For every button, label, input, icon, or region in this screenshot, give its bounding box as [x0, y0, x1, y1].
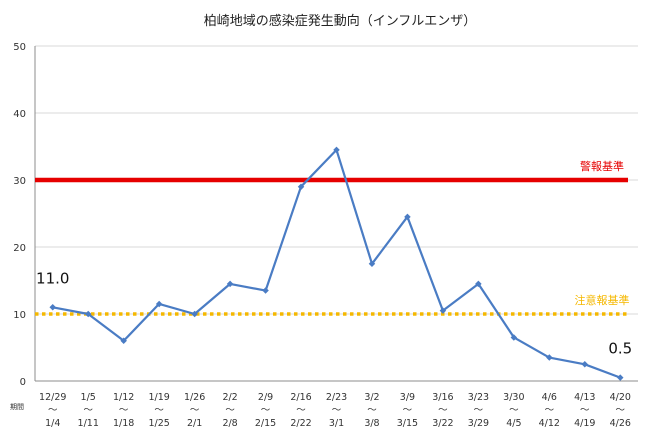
x-tick-label: 1/25: [148, 418, 169, 429]
data-point: [510, 334, 518, 341]
x-tick-label: 2/23: [326, 392, 347, 403]
y-tick-label: 20: [13, 243, 26, 254]
data-point: [581, 360, 589, 368]
x-tick-label: ～: [225, 405, 235, 416]
x-tick-label: ～: [438, 405, 448, 416]
x-tick-label: 4/20: [610, 392, 631, 403]
x-tick-label: 3/8: [364, 418, 379, 429]
x-tick-label: 1/4: [45, 418, 60, 429]
data-label: 0.5: [608, 340, 632, 358]
data-point: [475, 280, 482, 288]
data-point: [617, 374, 624, 381]
x-tick-label: 4/19: [574, 418, 595, 429]
reference-line-label: 警報基準: [580, 159, 624, 173]
data-point: [155, 300, 163, 308]
x-tick-label: 1/11: [78, 418, 99, 429]
x-tick-label: 3/15: [397, 418, 418, 429]
x-tick-label: ～: [367, 405, 377, 416]
series-line: [52, 148, 621, 379]
x-tick-label: ～: [580, 405, 590, 416]
data-point: [191, 310, 198, 318]
axes: [34, 46, 638, 382]
x-tick-label: 1/12: [113, 392, 134, 403]
x-tick-label: 3/16: [432, 392, 453, 403]
x-tick-label: 2/16: [290, 392, 311, 403]
x-tick-label: 2/15: [255, 418, 276, 429]
data-point: [439, 307, 447, 314]
x-tick-label: 3/22: [432, 418, 453, 429]
y-tick-label: 0: [20, 377, 26, 388]
x-tick-label: ～: [261, 405, 271, 416]
data-point: [226, 280, 234, 288]
data-series: 11.0 0.5: [36, 146, 632, 381]
x-tick-label: 2/8: [222, 418, 237, 429]
data-point: [333, 146, 340, 154]
x-tick-label: 12/29: [39, 392, 66, 403]
data-label: 11.0: [36, 269, 69, 287]
y-tick-label: 40: [13, 109, 26, 120]
reference-line-label: 注意報基準: [575, 293, 630, 307]
data-point: [297, 183, 305, 190]
x-tick-label: ～: [616, 405, 626, 416]
x-tick-label: 4/5: [506, 418, 521, 429]
x-tick-label: 2/22: [290, 418, 311, 429]
x-tick-label: ～: [296, 405, 306, 416]
x-tick-label: ～: [154, 405, 164, 416]
x-tick-label: 4/13: [574, 392, 595, 403]
x-tick-label: 1/5: [81, 392, 96, 403]
x-tick-label: 3/30: [503, 392, 524, 403]
x-tick-label: ～: [190, 405, 200, 416]
data-point: [404, 213, 411, 221]
x-tick-label: ～: [403, 405, 413, 416]
x-tick-label: 2/9: [258, 392, 273, 403]
x-tick-label: ～: [83, 405, 93, 416]
x-tick-label: 3/1: [329, 418, 344, 429]
x-tick-label: ～: [48, 405, 58, 416]
data-point: [368, 260, 376, 268]
x-tick-label: ～: [332, 405, 342, 416]
x-tick-label: ～: [119, 405, 129, 416]
data-point: [49, 304, 56, 311]
x-tick-label: 1/19: [148, 392, 169, 403]
x-tick-label: 3/29: [468, 418, 489, 429]
x-tick-label: 4/12: [539, 418, 560, 429]
x-tick-label: 2/1: [187, 418, 202, 429]
y-tick-label: 10: [13, 310, 26, 321]
x-tick-label: 1/26: [184, 392, 205, 403]
axis-labels: 0 10 20 30 40 50 12/29 ～ 1/4 1/5 ～ 1/11 1/12 ～ 1/18 1/1…: [13, 42, 631, 429]
period-label: 期間: [10, 403, 24, 411]
x-tick-label: ～: [545, 405, 555, 416]
x-tick-label: 3/23: [468, 392, 489, 403]
y-tick-label: 50: [13, 42, 26, 53]
y-tick-label: 30: [13, 176, 26, 187]
x-tick-label: ～: [509, 405, 519, 416]
x-tick-label: 3/2: [364, 392, 379, 403]
x-tick-label: 2/2: [222, 392, 237, 403]
x-tick-label: 3/9: [400, 392, 415, 403]
x-tick-label: ～: [474, 405, 484, 416]
x-tick-label: 4/26: [610, 418, 631, 429]
data-point: [546, 354, 553, 361]
x-tick-label: 1/18: [113, 418, 134, 429]
chart-title: 柏崎地域の感染症発生動向（インフルエンザ）: [204, 13, 477, 29]
data-point: [262, 287, 269, 294]
x-tick-label: 4/6: [542, 392, 557, 403]
